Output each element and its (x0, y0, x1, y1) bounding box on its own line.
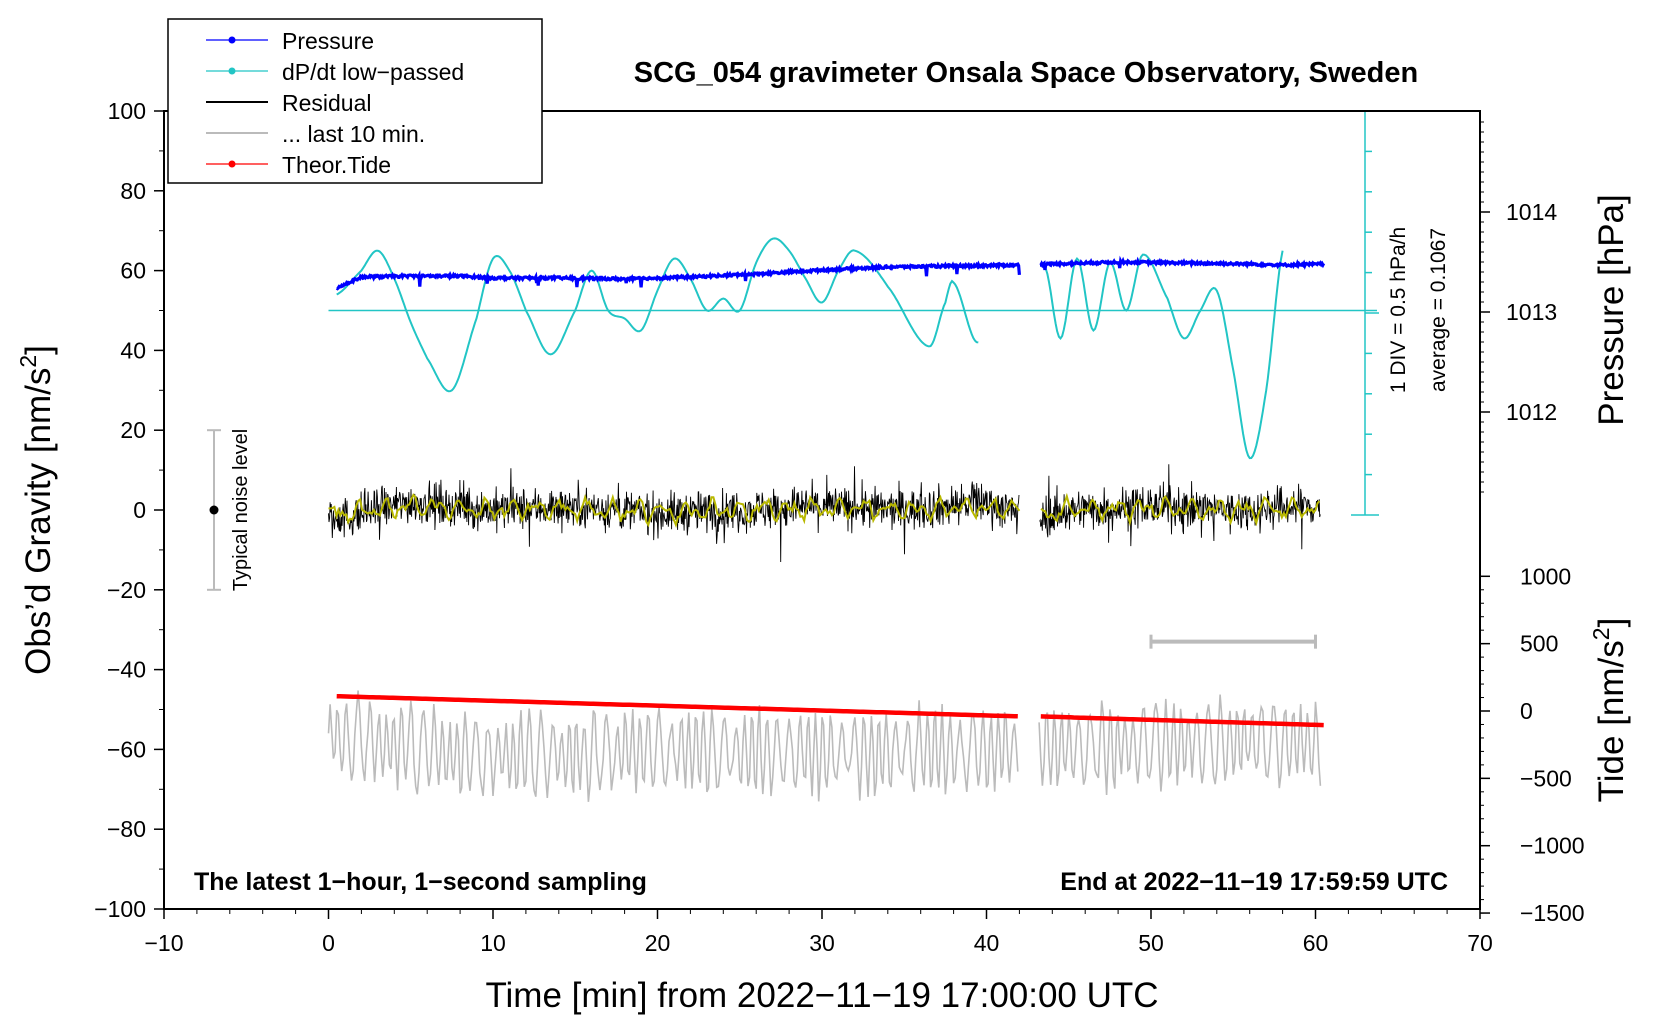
tick-layer: −10 0 10 20 30 40 50 60 70−100−80−60−40−20020406… (94, 98, 1584, 956)
pressure-tick-label-1: 1013 (1506, 299, 1557, 325)
legend-dpdt-marker (228, 67, 236, 75)
y-tick-label-3: −40 (107, 657, 146, 683)
dpdt-scale-label: 1 DIV = 0.5 hPa/h (1387, 227, 1410, 393)
series-dpdt-line (336, 237, 1284, 460)
y-tick-label-1: −80 (107, 816, 146, 842)
pressure-tick-label-2: 1014 (1506, 199, 1557, 225)
y-tick-label-5: 0 (133, 497, 146, 523)
x-tick-label-1: 0 (322, 930, 335, 956)
chart-title: SCG_054 gravimeter Onsala Space Observat… (634, 57, 1418, 89)
x-tick-label-0: −10 (144, 930, 183, 956)
bottom-right-note: End at 2022−11−19 17:59:59 UTC (1060, 868, 1448, 896)
tide-tick-label-2: 0 (1520, 698, 1533, 724)
dpdt-average-label: average = 0.1067 (1427, 228, 1450, 392)
tide-tick-label-5: −1500 (1520, 900, 1585, 926)
legend-residual-label: Residual (282, 90, 372, 116)
y-axis-label-left-main: Obs’d Gravity [nm/s (19, 368, 58, 675)
y-tick-label-9: 80 (120, 178, 146, 204)
y-tick-label-2: −60 (107, 736, 146, 762)
tide-tick-label-0: 1000 (1520, 563, 1571, 589)
y-axis-label-left-end: ] (19, 345, 58, 355)
legend-dpdt-label: dP/dt low−passed (282, 59, 464, 85)
legend-tide-label: Theor.Tide (282, 152, 391, 178)
tide-axis-label-main: Tide [nm/s (1592, 640, 1631, 802)
pressure-axis-label: Pressure [hPa] (1592, 194, 1631, 426)
y-tick-label-8: 60 (120, 258, 146, 284)
tide-tick-label-4: −1000 (1520, 833, 1585, 859)
x-tick-label-4: 30 (809, 930, 835, 956)
series-residual-smoothed-line (328, 492, 1321, 529)
series-last10-line (327, 690, 1322, 802)
y-tick-label-0: −100 (94, 896, 146, 922)
tide-tick-label-3: −500 (1520, 765, 1572, 791)
tide-axis-label-sup: 2 (1588, 627, 1614, 640)
legend-pressure-label: Pressure (282, 28, 374, 54)
noise-level-label: Typical noise level (230, 429, 252, 591)
x-tick-label-2: 10 (480, 930, 506, 956)
x-tick-label-6: 50 (1138, 930, 1164, 956)
legend-tide-marker (228, 160, 236, 168)
x-tick-label-3: 20 (645, 930, 671, 956)
y-tick-label-10: 100 (108, 98, 146, 124)
x-axis-label: Time [min] from 2022−11−19 17:00:00 UTC (485, 976, 1158, 1015)
y-tick-label-6: 20 (120, 417, 146, 443)
bottom-left-note: The latest 1−hour, 1−second sampling (194, 868, 647, 896)
tide-tick-label-1: 500 (1520, 631, 1558, 657)
pressure-tick-label-0: 1012 (1506, 399, 1557, 425)
tide-axis-label: Tide [nm/s2] (1588, 618, 1631, 803)
legend-last10-label: ... last 10 min. (282, 121, 425, 147)
series-residual-line (328, 464, 1321, 563)
legend-pressure-marker (228, 36, 236, 44)
series-tide-line (336, 693, 1324, 728)
tide-axis-label-end: ] (1592, 618, 1631, 628)
x-tick-label-5: 40 (974, 930, 1000, 956)
y-tick-label-4: −20 (107, 577, 146, 603)
x-tick-label-8: 70 (1467, 930, 1493, 956)
y-tick-label-7: 40 (120, 337, 146, 363)
series-layer (207, 110, 1379, 802)
y-axis-label-left: Obs’d Gravity [nm/s2] (15, 345, 58, 675)
x-tick-label-7: 60 (1303, 930, 1329, 956)
legend: Pressure dP/dt low−passed Residual ... l… (167, 18, 543, 184)
series-pressure-line (335, 255, 1326, 291)
y-axis-label-left-sup: 2 (15, 355, 41, 368)
noise-level-center-dot (209, 505, 219, 515)
